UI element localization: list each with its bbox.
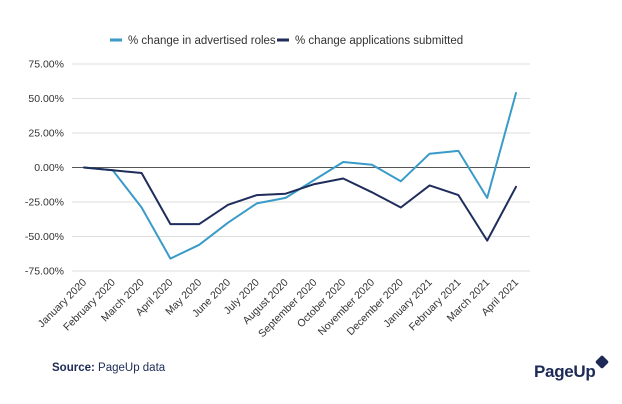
y-tick-label: 75.00% [28,59,64,71]
y-tick-label: 0.00% [34,162,64,174]
series-line-applications [83,166,517,242]
y-tick-label: 50.00% [28,93,64,105]
source-note: Source: PageUp data [52,362,165,374]
series-lines [83,92,517,260]
y-axis: 75.00% 50.00% 25.00% 0.00% -25.00% -50.00% -75… [25,59,64,278]
y-tick-label: -50.00% [25,231,64,243]
y-tick-label: 25.00% [28,128,64,140]
y-tick-label: -75.00% [25,266,64,278]
x-tick-label: January 2020 [36,277,90,331]
legend: % change in advertised roles % change app… [110,35,463,47]
gridlines [72,63,530,272]
pageup-logo: PageUp [534,362,596,381]
legend-label: % change in advertised roles [128,35,276,47]
source-text: PageUp data [98,362,166,374]
source-label: Source: [52,362,95,374]
legend-label: % change applications submitted [295,35,463,47]
y-tick-label: -25.00% [25,197,64,209]
series-line-advertised-roles [83,92,517,260]
